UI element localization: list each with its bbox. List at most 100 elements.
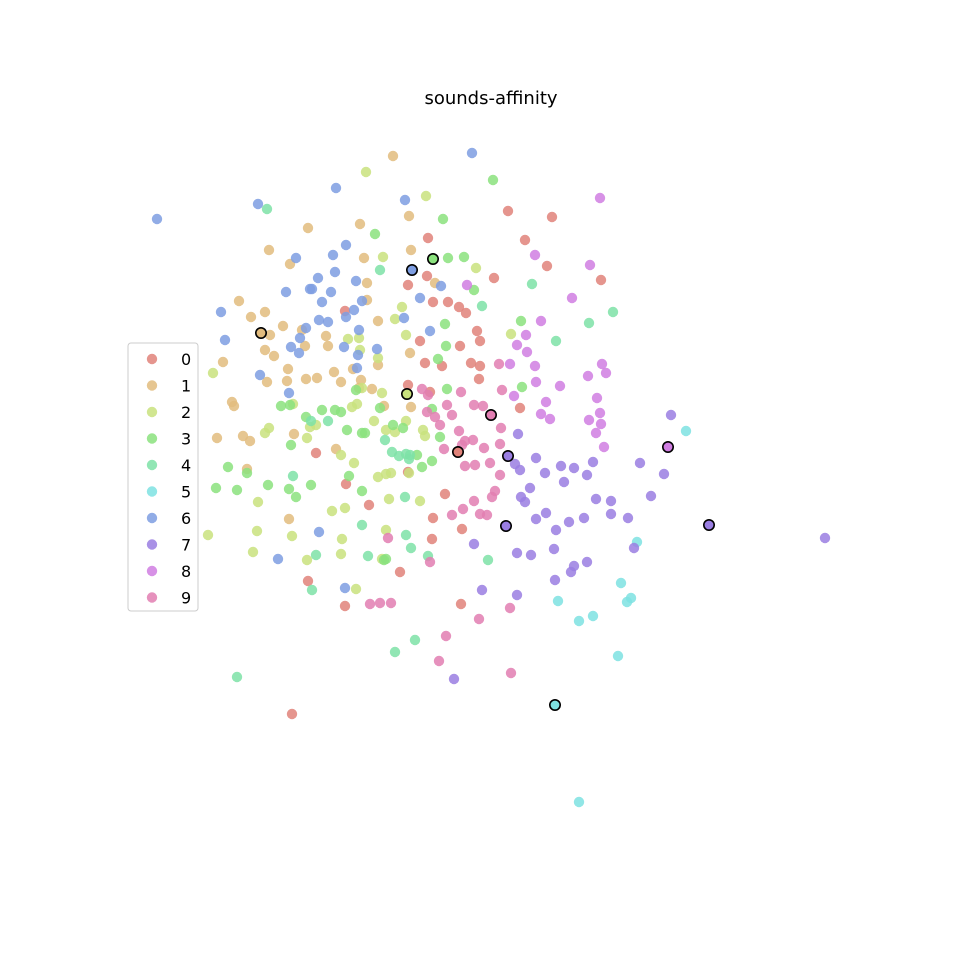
point-class-3-30 xyxy=(416,461,428,473)
point-class-8-12 xyxy=(600,367,612,379)
point-class-6-9 xyxy=(329,266,341,278)
point-class-9-18 xyxy=(438,443,450,455)
point-class-0-36 xyxy=(339,600,351,612)
point-class-5-9 xyxy=(573,796,585,808)
point-class-6-26 xyxy=(424,325,436,337)
point-class-6-24 xyxy=(340,311,352,323)
point-class-6-11 xyxy=(356,295,368,307)
point-class-1-20 xyxy=(322,340,334,352)
point-class-9-30 xyxy=(481,509,493,521)
highlight-point-class-7-1 xyxy=(499,519,512,532)
point-class-8-15 xyxy=(530,376,542,388)
point-class-6-14 xyxy=(304,283,316,295)
point-class-2-35 xyxy=(252,496,264,508)
point-class-8-11 xyxy=(596,358,608,370)
point-class-2-17 xyxy=(368,415,380,427)
point-class-1-17 xyxy=(264,329,276,341)
point-class-6-4 xyxy=(399,194,411,206)
point-class-0-9 xyxy=(427,296,439,308)
point-class-3-19 xyxy=(374,402,386,414)
point-class-8-0 xyxy=(594,192,606,204)
point-class-6-39 xyxy=(272,553,284,565)
point-class-9-36 xyxy=(473,613,485,625)
point-class-0-31 xyxy=(427,512,439,524)
point-class-6-33 xyxy=(371,343,383,355)
point-class-2-15 xyxy=(346,401,358,413)
point-class-4-25 xyxy=(409,634,421,646)
point-class-4-19 xyxy=(405,542,417,554)
legend-label-1: 1 xyxy=(181,377,191,396)
legend-label-5: 5 xyxy=(181,483,191,502)
point-class-9-22 xyxy=(484,457,496,469)
point-class-8-7 xyxy=(511,339,523,351)
point-class-7-8 xyxy=(581,469,593,481)
point-class-8-16 xyxy=(508,390,520,402)
point-class-1-39 xyxy=(405,401,417,413)
point-class-7-24 xyxy=(605,508,617,520)
legend-marker-3 xyxy=(146,433,158,444)
point-class-4-15 xyxy=(287,470,299,482)
point-class-2-7 xyxy=(353,332,365,344)
point-class-2-28 xyxy=(301,432,313,444)
point-class-5-5 xyxy=(552,595,564,607)
point-class-7-13 xyxy=(524,482,536,494)
point-class-7-16 xyxy=(590,493,602,505)
point-class-0-12 xyxy=(460,307,472,319)
point-class-7-0 xyxy=(512,428,524,440)
point-class-0-25 xyxy=(514,402,526,414)
highlight-point-class-8-0 xyxy=(661,440,674,453)
point-class-2-30 xyxy=(348,457,360,469)
point-class-0-19 xyxy=(419,357,431,369)
point-class-7-30 xyxy=(548,543,560,555)
point-class-0-21 xyxy=(474,360,486,372)
point-class-1-6 xyxy=(358,252,370,264)
point-class-1-33 xyxy=(355,374,367,386)
point-class-4-27 xyxy=(231,671,243,683)
point-class-3-32 xyxy=(241,467,253,479)
point-class-3-11 xyxy=(515,315,527,327)
point-class-9-27 xyxy=(446,509,458,521)
point-class-2-43 xyxy=(336,533,348,545)
point-class-7-22 xyxy=(563,516,575,528)
point-class-3-23 xyxy=(285,439,297,451)
legend-marker-7 xyxy=(146,539,158,550)
point-class-1-45 xyxy=(288,428,300,440)
point-class-0-15 xyxy=(414,335,426,347)
point-class-4-6 xyxy=(550,335,562,347)
point-class-4-1 xyxy=(374,264,386,276)
point-class-6-21 xyxy=(300,322,312,334)
point-class-1-1 xyxy=(403,210,415,222)
point-class-3-14 xyxy=(316,404,328,416)
point-class-0-23 xyxy=(402,379,414,391)
point-class-9-23 xyxy=(494,469,506,481)
point-class-5-8 xyxy=(612,650,624,662)
point-class-7-28 xyxy=(511,547,523,559)
point-class-0-32 xyxy=(456,523,468,535)
point-class-3-27 xyxy=(434,431,446,443)
point-class-2-11 xyxy=(372,352,384,364)
point-class-7-11 xyxy=(658,468,670,480)
point-class-4-5 xyxy=(583,317,595,329)
point-class-7-4 xyxy=(587,456,599,468)
point-class-8-2 xyxy=(584,259,596,271)
point-class-1-31 xyxy=(311,372,323,384)
point-class-6-18 xyxy=(414,292,426,304)
point-class-1-15 xyxy=(372,315,384,327)
point-class-5-4 xyxy=(621,596,633,608)
point-class-7-37 xyxy=(448,673,460,685)
point-class-2-44 xyxy=(202,529,214,541)
point-class-0-3 xyxy=(519,234,531,246)
point-class-7-36 xyxy=(511,589,523,601)
point-class-3-29 xyxy=(426,455,438,467)
legend-label-6: 6 xyxy=(181,509,191,528)
point-class-5-0 xyxy=(680,425,692,437)
point-class-3-1 xyxy=(437,213,449,225)
point-class-3-18 xyxy=(335,406,347,418)
point-class-2-37 xyxy=(414,495,426,507)
point-class-4-13 xyxy=(322,415,334,427)
point-class-3-7 xyxy=(440,340,452,352)
point-class-4-12 xyxy=(403,453,415,465)
point-class-7-3 xyxy=(555,460,567,472)
point-class-6-3 xyxy=(252,198,264,210)
point-class-9-8 xyxy=(421,406,433,418)
